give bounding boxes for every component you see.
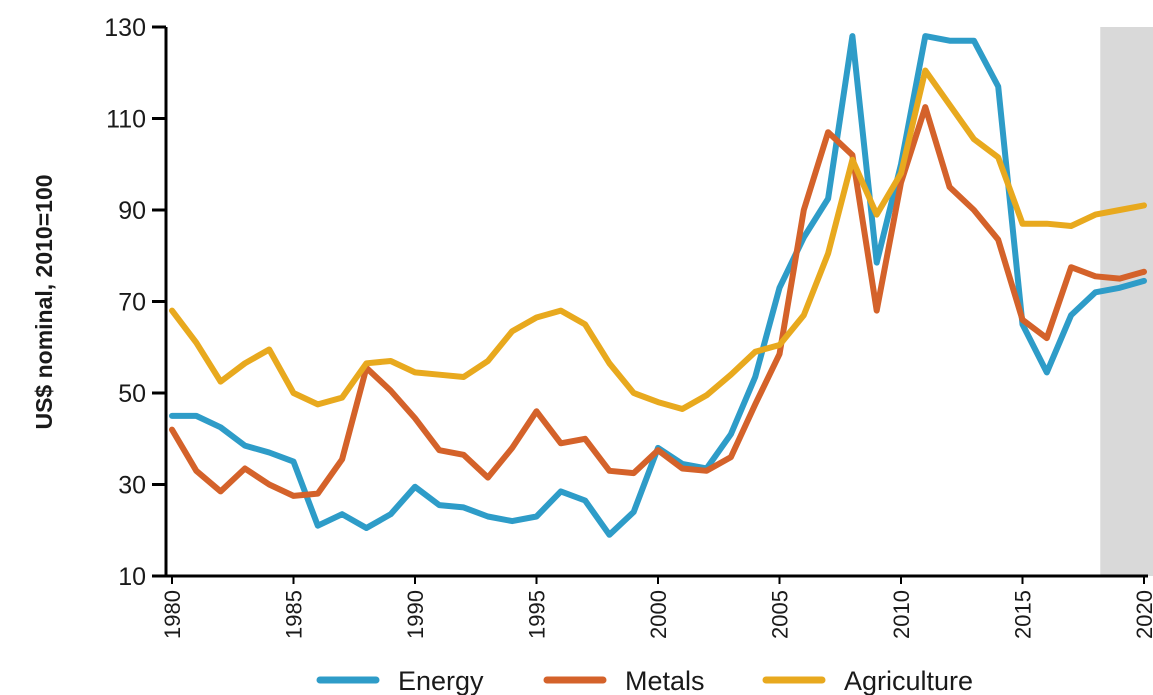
x-tick-label: 1990 (403, 590, 428, 639)
y-axis-title: US$ nominal, 2010=100 (31, 174, 57, 429)
y-tick-label: 10 (118, 563, 146, 591)
x-tick-label: 1995 (525, 590, 550, 639)
x-tick-label: 2000 (646, 590, 671, 639)
y-tick-label: 90 (118, 197, 146, 225)
y-tick-label: 70 (118, 289, 146, 317)
legend-label-energy: Energy (398, 666, 484, 695)
x-tick-label: 1980 (160, 590, 185, 639)
y-tick-label: 110 (106, 106, 146, 134)
legend-label-agriculture: Agriculture (844, 666, 973, 695)
y-tick-label: 130 (104, 14, 146, 42)
x-tick-label: 2020 (1132, 590, 1153, 639)
x-tick-label: 2015 (1011, 590, 1036, 639)
series-line-agriculture (169, 67, 1147, 412)
x-tick-label: 2005 (768, 590, 793, 639)
forecast-shade (1100, 27, 1153, 576)
y-tick-label: 50 (118, 380, 146, 408)
legend: Energy Metals Agriculture (316, 666, 973, 695)
x-ticks: 1980 1985 1990 1995 2000 2005 2010 2015 2020 (160, 576, 1153, 639)
y-tick-label: 30 (118, 472, 146, 500)
series-layer (169, 33, 1147, 538)
x-tick-label: 2010 (889, 590, 914, 639)
legend-label-metals: Metals (625, 666, 705, 695)
series-line-metals (169, 104, 1147, 499)
y-ticks: 10 30 50 70 90 110 130 (104, 14, 166, 591)
series-line-energy (169, 33, 1147, 538)
x-tick-label: 1985 (282, 590, 307, 639)
